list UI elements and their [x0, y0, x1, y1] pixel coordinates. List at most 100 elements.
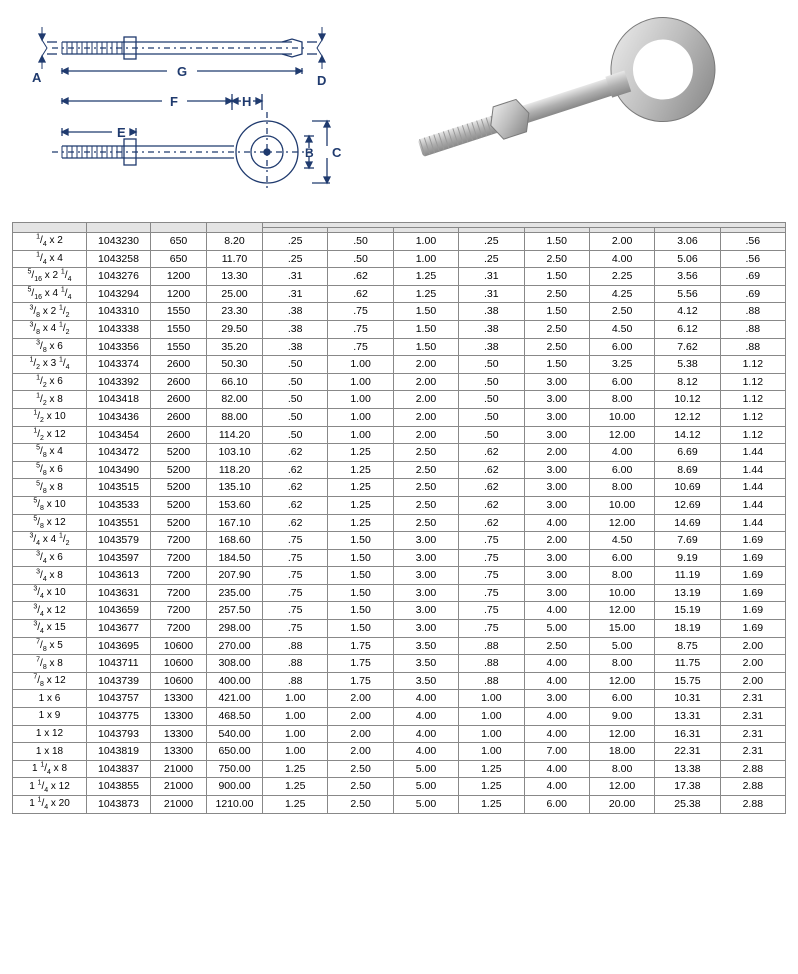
- table-cell: 3.00: [393, 532, 458, 550]
- table-cell: .50: [459, 356, 524, 374]
- table-cell: 1043793: [87, 725, 151, 743]
- table-cell: 421.00: [207, 690, 263, 708]
- table-cell: 1.00: [263, 725, 328, 743]
- table-cell: 1043613: [87, 567, 151, 585]
- table-cell: 4.00: [589, 444, 654, 462]
- table-cell: .62: [328, 285, 393, 303]
- table-cell: .38: [263, 338, 328, 356]
- table-cell: .50: [459, 373, 524, 391]
- table-row: 5/8 x 1210435515200167.10.621.252.50.624…: [13, 514, 786, 532]
- table-cell: .88: [720, 338, 785, 356]
- table-cell: 3.00: [524, 391, 589, 409]
- table-cell: 308.00: [207, 655, 263, 673]
- table-cell: 12.00: [589, 672, 654, 690]
- table-cell: 23.30: [207, 303, 263, 321]
- table-cell: 15.00: [589, 620, 654, 638]
- table-cell: 540.00: [207, 725, 263, 743]
- table-cell: 1.12: [720, 391, 785, 409]
- table-cell: 135.10: [207, 479, 263, 497]
- table-cell: 2.25: [589, 268, 654, 286]
- table-cell: 2.00: [393, 373, 458, 391]
- table-row: 3/4 x 1210436597200257.50.751.503.00.754…: [13, 602, 786, 620]
- table-cell: 50.30: [207, 356, 263, 374]
- table-cell: 1.75: [328, 655, 393, 673]
- table-cell: 3.50: [393, 637, 458, 655]
- table-cell: 900.00: [207, 778, 263, 796]
- table-cell: 153.60: [207, 496, 263, 514]
- table-cell: 8.12: [655, 373, 720, 391]
- table-cell: 257.50: [207, 602, 263, 620]
- table-cell: 1.00: [328, 391, 393, 409]
- table-cell: 184.50: [207, 549, 263, 567]
- svg-text:F: F: [170, 94, 178, 109]
- table-cell: 3.00: [524, 408, 589, 426]
- table-cell: 4.00: [393, 743, 458, 761]
- table-cell: 1200: [151, 285, 207, 303]
- table-cell: 1.50: [328, 532, 393, 550]
- table-cell: 12.12: [655, 408, 720, 426]
- table-cell: .38: [459, 320, 524, 338]
- table-cell: 1.44: [720, 444, 785, 462]
- table-cell: 7.62: [655, 338, 720, 356]
- table-cell: 11.75: [655, 655, 720, 673]
- table-cell: 1043597: [87, 549, 151, 567]
- table-row: 3/4 x 610435977200184.50.751.503.00.753.…: [13, 549, 786, 567]
- table-cell: 1.50: [328, 584, 393, 602]
- table-cell: 1550: [151, 320, 207, 338]
- table-cell: 6.00: [589, 338, 654, 356]
- table-cell: 1043873: [87, 796, 151, 814]
- table-cell: 2.50: [393, 514, 458, 532]
- table-cell: 8.00: [589, 760, 654, 778]
- table-cell: 2.00: [524, 444, 589, 462]
- spec-table: 1/4 x 210432306508.20.25.501.00.251.502.…: [12, 222, 786, 814]
- table-cell: .56: [720, 233, 785, 251]
- table-row: 3/4 x 810436137200207.90.751.503.00.753.…: [13, 567, 786, 585]
- table-cell: 1/4 x 2: [13, 233, 87, 251]
- table-row: 3/8 x 61043356155035.20.38.751.50.382.50…: [13, 338, 786, 356]
- table-cell: 1.00: [393, 233, 458, 251]
- table-cell: 1.25: [328, 479, 393, 497]
- table-cell: 1043418: [87, 391, 151, 409]
- table-row: 1 1/4 x 8104383721000750.001.252.505.001…: [13, 760, 786, 778]
- table-cell: 10.00: [589, 584, 654, 602]
- table-cell: 5.00: [393, 778, 458, 796]
- table-cell: 1.50: [328, 567, 393, 585]
- dimension-diagram: A D G F: [12, 12, 352, 202]
- table-cell: 1.25: [393, 268, 458, 286]
- table-cell: 4.00: [589, 250, 654, 268]
- table-cell: 1.25: [459, 778, 524, 796]
- table-cell: 1.25: [328, 461, 393, 479]
- table-cell: 1043757: [87, 690, 151, 708]
- table-cell: .50: [263, 408, 328, 426]
- table-cell: 1/2 x 6: [13, 373, 87, 391]
- table-cell: 3/4 x 15: [13, 620, 87, 638]
- table-cell: 1.00: [328, 426, 393, 444]
- table-cell: 650: [151, 233, 207, 251]
- table-cell: 1043551: [87, 514, 151, 532]
- table-cell: 4.00: [524, 760, 589, 778]
- table-cell: .31: [263, 285, 328, 303]
- table-cell: .75: [459, 620, 524, 638]
- table-cell: 7200: [151, 532, 207, 550]
- table-cell: 2.50: [524, 338, 589, 356]
- table-cell: 12.00: [589, 426, 654, 444]
- table-cell: 1043436: [87, 408, 151, 426]
- table-cell: 1.50: [393, 303, 458, 321]
- table-cell: .31: [459, 268, 524, 286]
- table-cell: 25.38: [655, 796, 720, 814]
- table-cell: 2.50: [589, 303, 654, 321]
- table-cell: .31: [459, 285, 524, 303]
- table-cell: .75: [459, 549, 524, 567]
- table-cell: 5200: [151, 496, 207, 514]
- table-row: 5/16 x 2 1/41043276120013.30.31.621.25.3…: [13, 268, 786, 286]
- table-cell: 2.31: [720, 725, 785, 743]
- table-cell: 1043739: [87, 672, 151, 690]
- col-header-weight: [207, 223, 263, 233]
- table-cell: .75: [459, 532, 524, 550]
- table-cell: 12.00: [589, 514, 654, 532]
- table-cell: .75: [328, 338, 393, 356]
- table-cell: 168.60: [207, 532, 263, 550]
- table-cell: 4.00: [524, 725, 589, 743]
- table-cell: 3.25: [589, 356, 654, 374]
- table-cell: 1.50: [524, 303, 589, 321]
